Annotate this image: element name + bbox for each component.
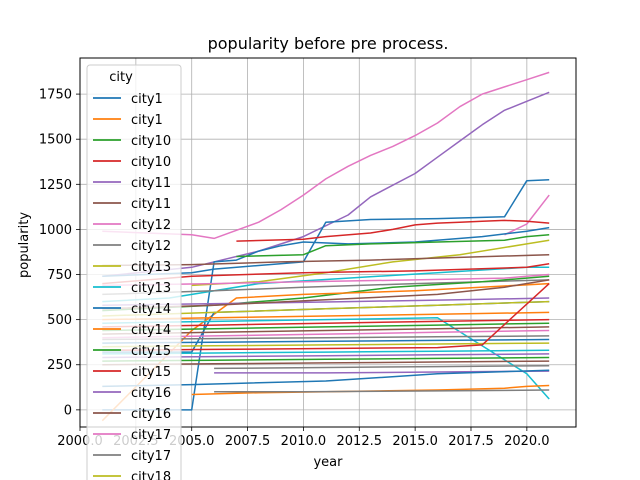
series-line-33 — [214, 364, 550, 370]
legend-label: city14 — [131, 302, 171, 317]
legend-label: city16 — [131, 386, 171, 401]
y-tick-label: 1750 — [39, 88, 72, 103]
legend-title: city — [109, 70, 133, 85]
series-line-1 — [102, 71, 550, 240]
legend-label: city15 — [131, 365, 171, 380]
x-tick-label: 2020.0 — [504, 434, 550, 449]
series-line-5 — [236, 219, 550, 242]
legend-label: city15 — [131, 344, 171, 359]
series-line-16 — [102, 297, 550, 306]
series-line-38 — [102, 279, 550, 310]
y-tick-label: 1500 — [39, 133, 72, 148]
legend-label: city10 — [131, 134, 171, 149]
legend-label: city12 — [131, 239, 171, 254]
series-line-8 — [191, 239, 550, 287]
legend-label: city14 — [131, 323, 171, 338]
legend-label: city17 — [131, 428, 171, 443]
legend-label: city11 — [131, 176, 171, 191]
series-line-6 — [102, 226, 550, 411]
legend-label: city1 — [131, 113, 163, 128]
series-line-4 — [504, 194, 550, 236]
series-line-20 — [102, 317, 550, 400]
legend-label: city12 — [131, 218, 171, 233]
legend-label: city17 — [131, 449, 171, 464]
series-line-37 — [214, 389, 550, 393]
y-tick-label: 1250 — [39, 178, 72, 193]
plot-area — [101, 71, 550, 422]
x-tick-label: 2017.5 — [448, 434, 494, 449]
legend-label: city11 — [131, 197, 171, 212]
y-tick-label: 500 — [47, 313, 72, 328]
x-tick-label: 2010.0 — [281, 434, 327, 449]
legend-box — [86, 64, 182, 480]
series-line-3 — [102, 179, 550, 278]
plot-frame — [79, 57, 577, 428]
y-tick-label: 750 — [47, 268, 72, 283]
legend-label: city13 — [131, 260, 171, 275]
legend-label: city16 — [131, 407, 171, 422]
x-tick-label: 2015.0 — [392, 434, 438, 449]
legend-label: city1 — [131, 92, 163, 107]
legend-label: city10 — [131, 155, 171, 170]
y-axis-label: popularity — [17, 212, 32, 278]
grid-lines — [79, 58, 576, 427]
x-tick-label: 2012.5 — [337, 434, 383, 449]
legend-label: city13 — [131, 281, 171, 296]
series-line-28 — [102, 283, 550, 352]
chart-title: popularity before pre process. — [208, 34, 449, 53]
x-tick-label: 2007.5 — [225, 434, 271, 449]
legend-label: city18 — [131, 470, 171, 480]
y-tick-label: 1000 — [39, 223, 72, 238]
x-axis-label: year — [313, 455, 343, 470]
series-line-7 — [236, 234, 550, 258]
series-line-11 — [102, 273, 550, 287]
y-tick-label: 250 — [47, 358, 72, 373]
y-tick-label: 0 — [64, 403, 72, 418]
series-line-36 — [191, 384, 550, 396]
legend: city city1 city1 city10 city10 city11 city11 ci… — [86, 64, 182, 480]
